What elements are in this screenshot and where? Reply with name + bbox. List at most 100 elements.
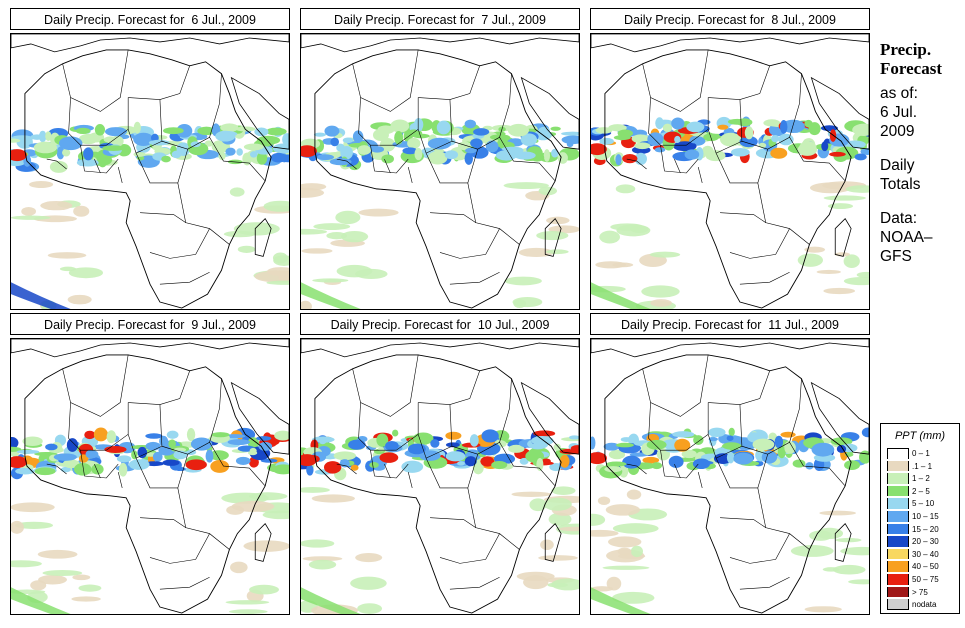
- country-border: [135, 149, 189, 184]
- legend-row: nodata: [887, 599, 957, 610]
- country-border: [209, 137, 266, 182]
- country-border: [430, 517, 476, 528]
- legend-swatch: [887, 448, 909, 459]
- country-border: [370, 450, 409, 479]
- country-border: [449, 378, 512, 455]
- legend-swatch: [887, 561, 909, 572]
- legend-label: 10 – 15: [912, 512, 939, 521]
- africa-map: [11, 34, 289, 309]
- panel-title: Daily Precip. Forecast for 9 Jul., 2009: [10, 313, 290, 335]
- country-border: [660, 450, 699, 479]
- legend-row: 20 – 30: [887, 536, 957, 547]
- country-border: [757, 487, 810, 550]
- country-border: [128, 65, 190, 100]
- country-border: [430, 212, 476, 223]
- africa-map: [591, 34, 869, 309]
- europe-coastline: [591, 339, 869, 358]
- country-border: [720, 517, 766, 528]
- precip-legend: PPT (mm) 0 – 1 .1 – 1 1 – 2 2 – 5 5 – 10 10 –…: [880, 423, 960, 614]
- arabia-outline: [810, 381, 869, 455]
- panel-title: Daily Precip. Forecast for 6 Jul., 2009: [10, 8, 290, 30]
- country-border: [149, 228, 210, 259]
- country-border: [336, 158, 357, 170]
- country-border: [358, 402, 419, 451]
- totals-label-2: Totals: [880, 176, 921, 193]
- country-border: [626, 463, 647, 475]
- legend-swatch: [887, 536, 909, 547]
- country-border: [159, 73, 222, 150]
- country-border: [467, 487, 520, 550]
- precip-map: [300, 33, 580, 310]
- country-border: [159, 272, 210, 285]
- country-border: [135, 454, 189, 489]
- africa-coastline: [24, 49, 272, 309]
- forecast-panel: Daily Precip. Forecast for 8 Jul., 2009: [590, 8, 881, 310]
- country-border: [117, 166, 123, 183]
- country-border: [140, 517, 186, 528]
- forecast-panel: Daily Precip. Forecast for 6 Jul., 2009: [10, 8, 301, 310]
- madagascar-outline: [544, 523, 562, 562]
- legend-row: 1 – 2: [887, 473, 957, 484]
- madagascar-outline: [834, 218, 852, 257]
- legend-label: > 75: [912, 587, 928, 597]
- legend-swatch: [887, 586, 909, 598]
- precip-field: [591, 427, 869, 614]
- panel-title: Daily Precip. Forecast for 7 Jul., 2009: [300, 8, 580, 30]
- africa-map: [11, 339, 289, 614]
- country-border: [117, 471, 123, 488]
- legend-label: 30 – 40: [912, 549, 939, 559]
- country-border: [642, 354, 709, 417]
- asof-year: 2009: [880, 123, 915, 140]
- forecast-panel: Daily Precip. Forecast for 9 Jul., 2009: [10, 313, 301, 615]
- country-border: [177, 182, 230, 245]
- country-border: [417, 434, 453, 459]
- country-border: [660, 145, 699, 174]
- africa-coastline: [314, 49, 562, 309]
- country-border: [739, 272, 790, 285]
- country-border: [352, 354, 419, 417]
- precip-map: [590, 338, 870, 615]
- country-border: [467, 182, 520, 245]
- africa-coastline: [604, 49, 852, 309]
- legend-title: PPT (mm): [894, 430, 946, 442]
- precip-map: [10, 33, 290, 310]
- europe-coastline: [301, 34, 579, 53]
- africa-map: [301, 34, 579, 309]
- country-border: [708, 370, 770, 405]
- legend-swatch: [887, 485, 909, 497]
- madagascar-outline: [254, 218, 272, 257]
- africa-coastline: [604, 354, 852, 614]
- legend-label: nodata: [912, 600, 937, 610]
- country-border: [384, 463, 391, 479]
- country-border: [336, 463, 357, 475]
- country-border: [68, 402, 129, 451]
- asof-label: as of:: [880, 85, 918, 102]
- country-border: [425, 454, 479, 489]
- precip-map: [590, 33, 870, 310]
- country-border: [149, 533, 210, 564]
- legend-label: 20 – 30: [912, 537, 939, 547]
- country-border: [708, 65, 770, 100]
- country-border: [499, 137, 556, 182]
- legend-swatch: [887, 548, 909, 560]
- country-border: [68, 97, 129, 146]
- country-border: [729, 228, 790, 259]
- country-border: [715, 149, 769, 184]
- country-border: [789, 137, 846, 182]
- legend-row: 40 – 50: [887, 561, 957, 572]
- country-border: [94, 463, 101, 479]
- country-border: [789, 442, 846, 487]
- country-border: [358, 97, 419, 146]
- country-border: [715, 454, 769, 489]
- arabia-outline: [520, 76, 579, 150]
- arabia-outline: [230, 381, 289, 455]
- country-border: [707, 129, 743, 154]
- totals-label-1: Daily: [880, 157, 915, 174]
- arabia-outline: [810, 76, 869, 150]
- country-border: [439, 228, 500, 259]
- country-border: [674, 463, 681, 479]
- country-border: [729, 533, 790, 564]
- legend-swatch: [887, 599, 909, 610]
- country-border: [140, 212, 186, 223]
- legend-row: 10 – 15: [887, 511, 957, 522]
